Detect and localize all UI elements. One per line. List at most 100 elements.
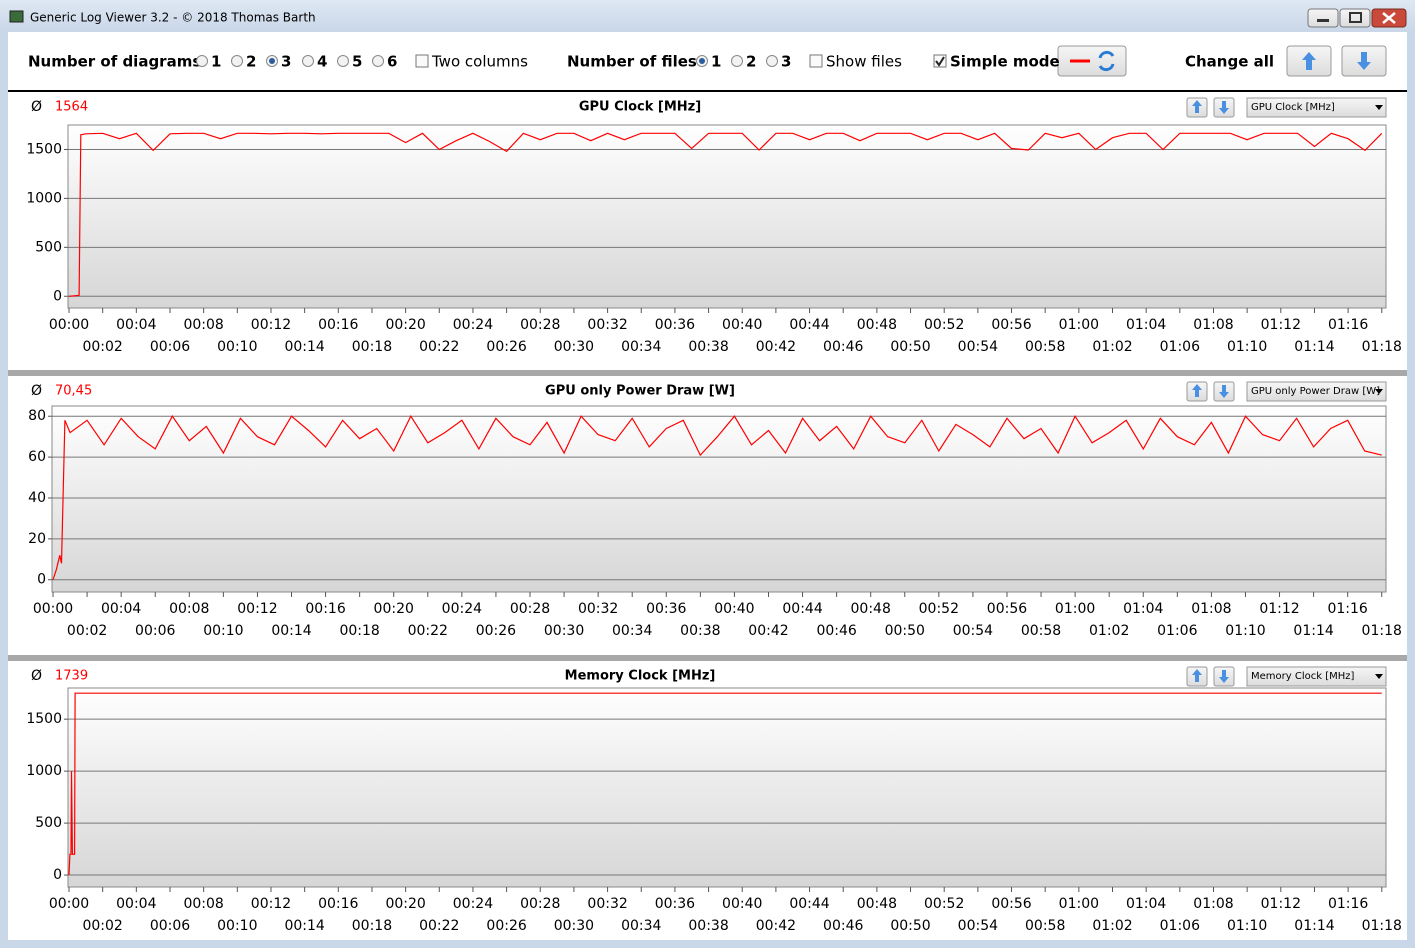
- x-tick-label: 00:48: [851, 601, 891, 617]
- x-tick-label: 00:42: [756, 918, 796, 934]
- x-tick-label: 00:30: [554, 918, 594, 934]
- checkbox[interactable]: [415, 54, 429, 68]
- x-tick-label: 00:24: [453, 317, 493, 333]
- x-tick-label: 01:00: [1059, 317, 1099, 333]
- x-tick-label: 00:10: [217, 339, 257, 355]
- x-tick-label: 01:04: [1126, 317, 1166, 333]
- x-tick-label: 01:14: [1293, 623, 1333, 639]
- average-symbol: Ø: [31, 99, 42, 115]
- x-tick-label: 01:12: [1261, 896, 1301, 912]
- x-tick-label: 00:08: [183, 317, 223, 333]
- app-icon: [9, 10, 24, 23]
- x-tick-label: 01:18: [1362, 339, 1402, 355]
- checkbox[interactable]: [809, 54, 823, 68]
- x-tick-label: 00:20: [385, 317, 425, 333]
- radio-label: 6: [387, 53, 397, 71]
- x-tick-label: 01:02: [1092, 918, 1132, 934]
- radio-button[interactable]: [731, 55, 743, 67]
- x-tick-label: 01:08: [1193, 896, 1233, 912]
- x-tick-label: 00:34: [621, 918, 661, 934]
- x-tick-label: 01:10: [1225, 623, 1265, 639]
- x-tick-label: 00:44: [789, 317, 829, 333]
- minimize-button[interactable]: [1307, 8, 1339, 28]
- x-tick-label: 00:14: [284, 339, 324, 355]
- x-tick-label: 00:44: [789, 896, 829, 912]
- radio-dot: [269, 58, 275, 64]
- x-tick-label: 01:06: [1157, 623, 1197, 639]
- arrow-icon: [1219, 670, 1229, 683]
- x-tick-label: 00:36: [646, 601, 686, 617]
- radio-label: 5: [352, 53, 362, 71]
- radio-label: 1: [211, 53, 221, 71]
- x-tick-label: 00:54: [953, 623, 993, 639]
- channel-dropdown[interactable]: [1246, 381, 1387, 402]
- x-tick-label: 00:58: [1021, 623, 1061, 639]
- x-tick-label: 00:08: [169, 601, 209, 617]
- x-tick-label: 00:04: [101, 601, 141, 617]
- radio-button[interactable]: [196, 55, 208, 67]
- x-tick-label: 00:18: [352, 918, 392, 934]
- toolbar: Number of diagrams Number of files Chang…: [28, 45, 1387, 77]
- radio-label: 2: [246, 53, 256, 71]
- x-tick-label: 01:14: [1294, 339, 1334, 355]
- x-tick-label: 01:12: [1259, 601, 1299, 617]
- maximize-button[interactable]: [1339, 8, 1371, 28]
- average-value: 70,45: [55, 384, 92, 399]
- average-symbol: Ø: [31, 668, 42, 684]
- x-tick-label: 00:02: [82, 918, 122, 934]
- x-tick-label: 00:00: [33, 601, 73, 617]
- x-tick-label: 01:00: [1059, 896, 1099, 912]
- radio-button[interactable]: [231, 55, 243, 67]
- dropdown-text: Memory Clock [MHz]: [1251, 671, 1354, 682]
- x-tick-label: 00:48: [857, 896, 897, 912]
- x-tick-label: 00:02: [67, 623, 107, 639]
- radio-dot: [699, 58, 705, 64]
- x-tick-label: 00:50: [890, 918, 930, 934]
- x-tick-label: 00:10: [217, 918, 257, 934]
- dropdown-arrow: [1375, 674, 1383, 679]
- y-tick-label: 0: [53, 288, 62, 304]
- x-tick-label: 00:58: [1025, 339, 1065, 355]
- down-arrow-icon: [1357, 52, 1371, 70]
- diagrams-label: Number of diagrams: [28, 53, 201, 71]
- y-tick-label: 40: [28, 490, 46, 506]
- x-tick-label: 00:48: [857, 317, 897, 333]
- radio-button[interactable]: [337, 55, 349, 67]
- average-symbol: Ø: [31, 383, 42, 399]
- radio-label: 2: [746, 53, 756, 71]
- x-tick-label: 00:38: [680, 623, 720, 639]
- y-tick-label: 500: [35, 239, 62, 255]
- diagram-panel: Ø 1564 GPU Clock [MHz] GPU Clock [MHz] 0 500 1…: [26, 97, 1402, 355]
- x-tick-label: 01:12: [1261, 317, 1301, 333]
- x-tick-label: 00:28: [510, 601, 550, 617]
- diagram-panels: Ø 1564 GPU Clock [MHz] GPU Clock [MHz] 0 500 1…: [8, 97, 1407, 934]
- channel-dropdown[interactable]: [1246, 666, 1387, 687]
- arrow-icon: [1192, 100, 1202, 113]
- x-tick-label: 01:08: [1191, 601, 1231, 617]
- x-tick-label: 00:26: [486, 339, 526, 355]
- x-tick-label: 00:38: [688, 339, 728, 355]
- x-tick-label: 00:32: [587, 317, 627, 333]
- radio-button[interactable]: [302, 55, 314, 67]
- color-refresh-button[interactable]: [1057, 45, 1127, 77]
- y-tick-label: 20: [28, 531, 46, 547]
- x-tick-label: 00:24: [453, 896, 493, 912]
- minimize-icon: [1317, 19, 1329, 22]
- x-tick-label: 01:00: [1055, 601, 1095, 617]
- data-line: [68, 132, 1383, 297]
- radio-label: 3: [781, 53, 791, 71]
- radio-button[interactable]: [372, 55, 384, 67]
- x-tick-label: 01:04: [1126, 896, 1166, 912]
- x-tick-label: 01:10: [1227, 918, 1267, 934]
- channel-dropdown[interactable]: [1246, 97, 1387, 118]
- radio-button[interactable]: [766, 55, 778, 67]
- diagram-title: GPU Clock [MHz]: [579, 100, 701, 115]
- files-label: Number of files: [567, 53, 697, 71]
- diagram-title: GPU only Power Draw [W]: [545, 384, 735, 399]
- x-tick-label: 00:14: [271, 623, 311, 639]
- checkbox-label: Show files: [826, 53, 902, 71]
- data-line: [68, 692, 1382, 876]
- x-tick-label: 01:16: [1327, 601, 1367, 617]
- radio-label: 1: [711, 53, 721, 71]
